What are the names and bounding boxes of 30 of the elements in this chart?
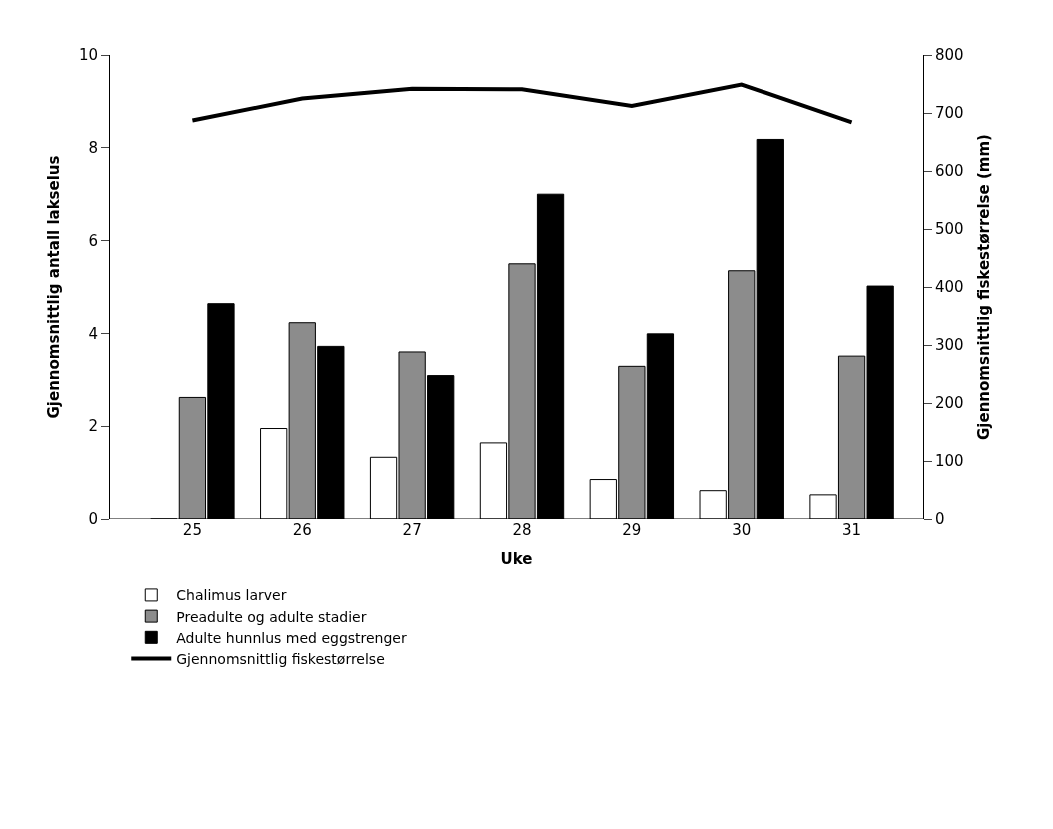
x-tick-label: 31: [842, 521, 862, 539]
x-tick-label: 26: [292, 521, 312, 539]
legend-label: Gjennomsnittlig fiskestørrelse: [176, 650, 385, 667]
line-series: [190, 82, 854, 125]
x-tick-label: 27: [402, 521, 422, 539]
x-axis-title: Uke: [500, 550, 533, 568]
y2-tick-label: 300: [935, 336, 964, 355]
y-axis-title: Gjennomsnittlig antall lakselus: [45, 155, 64, 419]
y2-tick-label: 100: [935, 452, 964, 471]
y-tick-label: 6: [88, 231, 98, 250]
y2-tick-label: 600: [935, 162, 964, 181]
y2-tick-label: 200: [935, 394, 964, 413]
legend-label: Preadulte og adulte stadier: [176, 608, 367, 625]
x-tick-label: 25: [182, 521, 202, 539]
legend-label: Chalimus larver: [176, 587, 287, 604]
y2-tick-label: 0: [935, 510, 945, 529]
y2-tick-label: 400: [935, 278, 964, 297]
y-tick-label: 2: [88, 417, 98, 436]
legend-label: Adulte hunnlus med eggstrenger: [176, 629, 407, 646]
y-tick-label: 4: [88, 324, 98, 343]
y2-axis-title: Gjennomsnittlig fiskestørrelse (mm): [974, 134, 993, 440]
x-tick-label: 28: [512, 521, 532, 539]
y2-tick-label: 800: [935, 46, 964, 65]
y2-tick-label: 700: [935, 104, 964, 123]
x-tick-label: 30: [732, 521, 752, 539]
x-tick-label: 29: [622, 521, 642, 539]
y2-tick-label: 500: [935, 220, 964, 239]
y-tick-label: 8: [88, 139, 98, 158]
y-tick-label: 10: [78, 46, 98, 65]
y-tick-label: 0: [88, 510, 98, 529]
